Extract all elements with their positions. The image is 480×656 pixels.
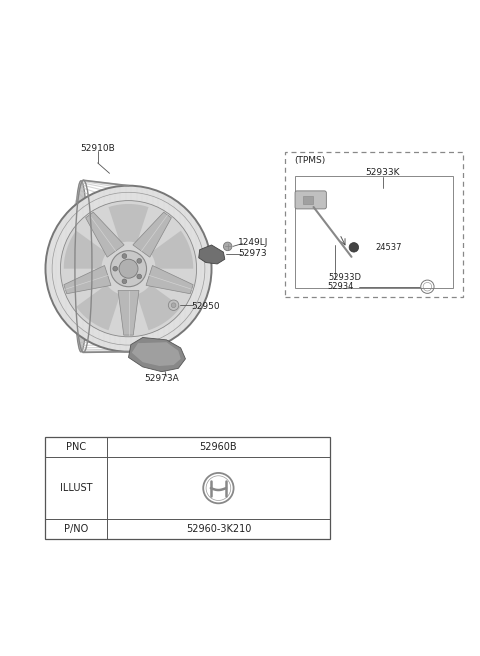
- Polygon shape: [150, 231, 193, 269]
- Text: (TPMS): (TPMS): [295, 155, 326, 165]
- Text: 24537: 24537: [375, 243, 402, 252]
- Text: 52933K: 52933K: [366, 168, 400, 177]
- Text: 52934: 52934: [328, 282, 354, 291]
- Circle shape: [119, 259, 138, 278]
- Ellipse shape: [223, 242, 232, 251]
- Polygon shape: [108, 204, 148, 243]
- Polygon shape: [137, 285, 181, 330]
- Text: 52950: 52950: [192, 302, 220, 311]
- Ellipse shape: [171, 303, 176, 308]
- Circle shape: [349, 243, 359, 252]
- Text: 52973A: 52973A: [144, 374, 179, 383]
- Ellipse shape: [74, 181, 88, 352]
- Circle shape: [137, 258, 142, 263]
- Polygon shape: [132, 342, 180, 366]
- Polygon shape: [64, 231, 107, 269]
- Circle shape: [113, 266, 118, 271]
- Polygon shape: [76, 285, 120, 330]
- Bar: [285, 152, 463, 297]
- Ellipse shape: [46, 186, 212, 352]
- Polygon shape: [146, 266, 193, 294]
- Polygon shape: [199, 245, 225, 264]
- Text: 1249LJ: 1249LJ: [238, 238, 268, 247]
- Polygon shape: [85, 212, 124, 257]
- Circle shape: [137, 274, 142, 279]
- Text: 52933D: 52933D: [328, 273, 361, 281]
- Polygon shape: [129, 337, 185, 372]
- Circle shape: [60, 201, 197, 337]
- Text: 52960-3K210: 52960-3K210: [186, 524, 251, 534]
- FancyBboxPatch shape: [295, 191, 326, 209]
- Circle shape: [122, 254, 127, 258]
- Bar: [46, 437, 330, 539]
- Polygon shape: [118, 291, 139, 335]
- Bar: [302, 196, 313, 204]
- Text: PNC: PNC: [66, 442, 86, 452]
- Ellipse shape: [168, 300, 179, 310]
- Text: 52973: 52973: [239, 249, 267, 258]
- Bar: [295, 176, 454, 288]
- Text: ILLUST: ILLUST: [60, 483, 92, 493]
- Text: 52910B: 52910B: [80, 144, 115, 153]
- Polygon shape: [64, 266, 111, 294]
- Circle shape: [110, 251, 146, 287]
- Text: P/NO: P/NO: [64, 524, 88, 534]
- Polygon shape: [133, 212, 171, 257]
- Text: 52960B: 52960B: [200, 442, 237, 452]
- Circle shape: [122, 279, 127, 283]
